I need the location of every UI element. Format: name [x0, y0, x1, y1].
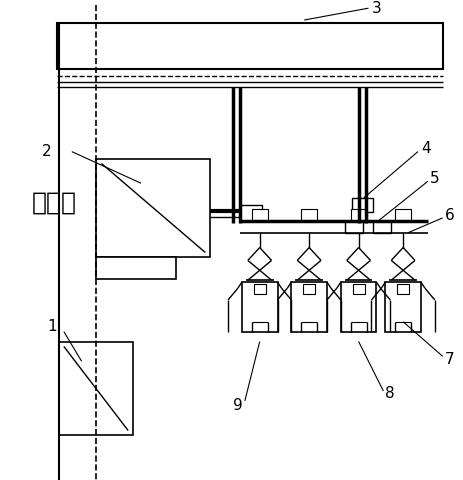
Bar — [59, 341, 133, 435]
Bar — [340, 282, 375, 332]
Bar — [96, 158, 210, 257]
Text: 2: 2 — [42, 144, 51, 159]
Bar — [351, 198, 373, 212]
Text: 4: 4 — [420, 141, 430, 156]
Bar — [57, 23, 442, 70]
Bar — [300, 209, 316, 221]
Text: 安装面: 安装面 — [32, 191, 77, 215]
Bar — [373, 221, 390, 233]
Bar — [352, 284, 364, 294]
Bar — [253, 284, 265, 294]
Bar — [291, 282, 326, 332]
Bar — [394, 209, 410, 221]
Bar — [251, 209, 267, 221]
Text: 6: 6 — [444, 208, 453, 223]
Text: 5: 5 — [429, 171, 438, 186]
Bar — [302, 284, 314, 294]
Bar — [344, 221, 362, 233]
Text: 1: 1 — [47, 319, 56, 334]
Bar — [384, 282, 420, 332]
Bar — [96, 257, 175, 279]
Bar — [350, 209, 366, 221]
Text: 9: 9 — [232, 398, 242, 413]
Bar — [239, 205, 261, 221]
Bar — [241, 282, 277, 332]
Bar — [396, 284, 408, 294]
Text: 8: 8 — [384, 386, 394, 401]
Text: 3: 3 — [371, 0, 381, 16]
Text: 7: 7 — [444, 352, 453, 367]
